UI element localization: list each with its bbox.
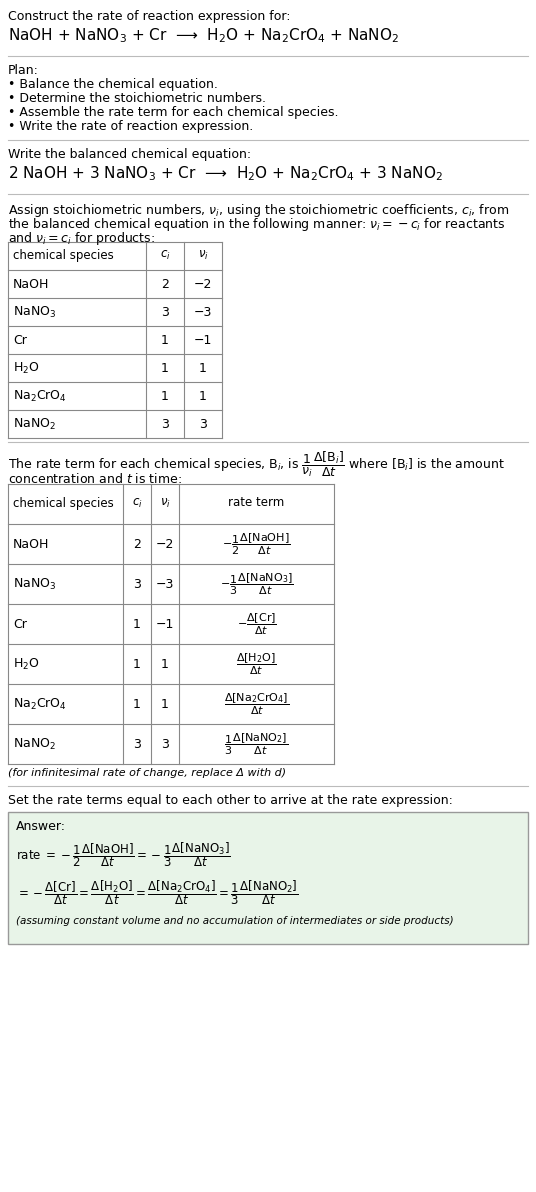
Text: The rate term for each chemical species, B$_i$, is $\dfrac{1}{\nu_i}\dfrac{\Delt: The rate term for each chemical species,… xyxy=(8,451,505,479)
Text: • Write the rate of reaction expression.: • Write the rate of reaction expression. xyxy=(8,120,253,134)
Text: $= -\dfrac{\Delta[\mathrm{Cr}]}{\Delta t} = \dfrac{\Delta[\mathrm{H_2O}]}{\Delta: $= -\dfrac{\Delta[\mathrm{Cr}]}{\Delta t… xyxy=(16,879,299,907)
Text: Na$_2$CrO$_4$: Na$_2$CrO$_4$ xyxy=(13,389,67,404)
Text: Cr: Cr xyxy=(13,617,27,631)
Text: NaNO$_2$: NaNO$_2$ xyxy=(13,737,56,751)
Text: 1: 1 xyxy=(161,361,169,374)
Text: • Balance the chemical equation.: • Balance the chemical equation. xyxy=(8,77,218,91)
Text: the balanced chemical equation in the following manner: $\nu_i = -c_i$ for react: the balanced chemical equation in the fo… xyxy=(8,216,505,232)
Text: Na$_2$CrO$_4$: Na$_2$CrO$_4$ xyxy=(13,696,67,712)
Text: $\nu_i$: $\nu_i$ xyxy=(160,496,170,509)
Text: Plan:: Plan: xyxy=(8,64,39,77)
Text: H$_2$O: H$_2$O xyxy=(13,360,40,375)
Text: H$_2$O: H$_2$O xyxy=(13,657,40,671)
Text: Assign stoichiometric numbers, $\nu_i$, using the stoichiometric coefficients, $: Assign stoichiometric numbers, $\nu_i$, … xyxy=(8,201,509,219)
Text: Answer:: Answer: xyxy=(16,820,66,833)
Text: $-\dfrac{1}{3}\dfrac{\Delta[\mathrm{NaNO}_3]}{\Delta t}$: $-\dfrac{1}{3}\dfrac{\Delta[\mathrm{NaNO… xyxy=(220,571,293,597)
Text: 2: 2 xyxy=(161,278,169,291)
Text: NaOH: NaOH xyxy=(13,278,49,291)
Text: 3: 3 xyxy=(133,738,141,751)
Text: chemical species: chemical species xyxy=(13,497,114,509)
Text: 3: 3 xyxy=(161,305,169,318)
Text: $-\dfrac{1}{2}\dfrac{\Delta[\mathrm{NaOH}]}{\Delta t}$: $-\dfrac{1}{2}\dfrac{\Delta[\mathrm{NaOH… xyxy=(222,532,291,557)
Text: 1: 1 xyxy=(199,361,207,374)
Text: 1: 1 xyxy=(161,334,169,347)
Text: Cr: Cr xyxy=(13,334,27,347)
Text: • Assemble the rate term for each chemical species.: • Assemble the rate term for each chemic… xyxy=(8,106,339,119)
Text: −2: −2 xyxy=(156,538,174,551)
Text: −1: −1 xyxy=(156,617,174,631)
Text: rate $= -\dfrac{1}{2}\dfrac{\Delta[\mathrm{NaOH}]}{\Delta t} = -\dfrac{1}{3}\dfr: rate $= -\dfrac{1}{2}\dfrac{\Delta[\math… xyxy=(16,840,231,869)
Text: NaNO$_2$: NaNO$_2$ xyxy=(13,416,56,432)
Text: 1: 1 xyxy=(133,697,141,710)
Text: Set the rate terms equal to each other to arrive at the rate expression:: Set the rate terms equal to each other t… xyxy=(8,794,453,807)
Text: Write the balanced chemical equation:: Write the balanced chemical equation: xyxy=(8,148,251,161)
Text: $c_i$: $c_i$ xyxy=(160,248,170,261)
Text: rate term: rate term xyxy=(228,497,285,509)
Text: • Determine the stoichiometric numbers.: • Determine the stoichiometric numbers. xyxy=(8,92,266,105)
Text: 3: 3 xyxy=(199,417,207,430)
Text: 1: 1 xyxy=(161,658,169,670)
Text: 2: 2 xyxy=(133,538,141,551)
Text: and $\nu_i = c_i$ for products:: and $\nu_i = c_i$ for products: xyxy=(8,230,155,247)
Text: 1: 1 xyxy=(133,617,141,631)
Text: $\dfrac{1}{3}\dfrac{\Delta[\mathrm{NaNO}_2]}{\Delta t}$: $\dfrac{1}{3}\dfrac{\Delta[\mathrm{NaNO}… xyxy=(225,731,289,757)
Text: 3: 3 xyxy=(133,577,141,590)
Text: −2: −2 xyxy=(194,278,212,291)
Text: $\nu_i$: $\nu_i$ xyxy=(198,248,209,261)
Text: (for infinitesimal rate of change, replace Δ with d): (for infinitesimal rate of change, repla… xyxy=(8,768,286,778)
Text: −1: −1 xyxy=(194,334,212,347)
Text: 3: 3 xyxy=(161,417,169,430)
Text: 1: 1 xyxy=(161,390,169,403)
FancyBboxPatch shape xyxy=(8,812,528,944)
Text: −3: −3 xyxy=(156,577,174,590)
Text: chemical species: chemical species xyxy=(13,248,114,261)
Text: NaOH: NaOH xyxy=(13,538,49,551)
Text: NaOH + NaNO$_3$ + Cr  ⟶  H$_2$O + Na$_2$CrO$_4$ + NaNO$_2$: NaOH + NaNO$_3$ + Cr ⟶ H$_2$O + Na$_2$Cr… xyxy=(8,26,399,45)
Text: $c_i$: $c_i$ xyxy=(132,496,143,509)
Text: −3: −3 xyxy=(194,305,212,318)
Text: $\dfrac{\Delta[\mathrm{Na_2CrO_4}]}{\Delta t}$: $\dfrac{\Delta[\mathrm{Na_2CrO_4}]}{\Del… xyxy=(224,691,289,716)
Text: Construct the rate of reaction expression for:: Construct the rate of reaction expressio… xyxy=(8,10,291,23)
Text: $-\dfrac{\Delta[\mathrm{Cr}]}{\Delta t}$: $-\dfrac{\Delta[\mathrm{Cr}]}{\Delta t}$ xyxy=(236,611,277,637)
Text: 1: 1 xyxy=(133,658,141,670)
Text: (assuming constant volume and no accumulation of intermediates or side products): (assuming constant volume and no accumul… xyxy=(16,915,453,926)
Text: concentration and $t$ is time:: concentration and $t$ is time: xyxy=(8,472,182,486)
Text: 2 NaOH + 3 NaNO$_3$ + Cr  ⟶  H$_2$O + Na$_2$CrO$_4$ + 3 NaNO$_2$: 2 NaOH + 3 NaNO$_3$ + Cr ⟶ H$_2$O + Na$_… xyxy=(8,164,443,182)
Text: 1: 1 xyxy=(161,697,169,710)
Text: NaNO$_3$: NaNO$_3$ xyxy=(13,304,56,319)
Text: 3: 3 xyxy=(161,738,169,751)
Text: NaNO$_3$: NaNO$_3$ xyxy=(13,577,56,591)
Text: 1: 1 xyxy=(199,390,207,403)
Text: $\dfrac{\Delta[\mathrm{H_2O}]}{\Delta t}$: $\dfrac{\Delta[\mathrm{H_2O}]}{\Delta t}… xyxy=(236,651,277,677)
